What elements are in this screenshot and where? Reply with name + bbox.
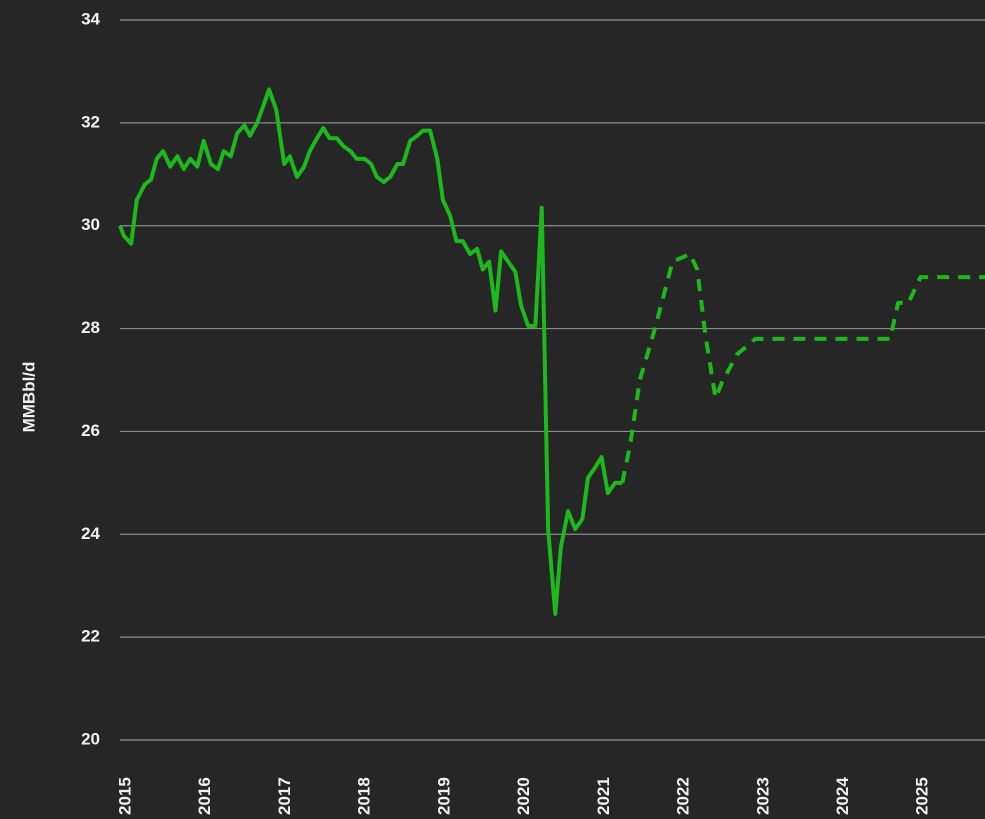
x-tick-label: 2022 [674,777,693,815]
x-tick-label: 2025 [913,777,932,815]
x-tick-label: 2018 [355,777,374,815]
data-line [118,87,623,616]
data-line [620,252,985,484]
x-tick-label: 2016 [195,777,214,815]
x-tick-label: 2023 [753,777,772,815]
x-tick-label: 2019 [434,777,453,815]
y-tick-label: 34 [81,9,100,28]
x-tick-label: 2017 [275,777,294,815]
y-tick-label: 28 [81,318,100,337]
y-tick-label: 30 [81,215,100,234]
y-tick-label: 22 [81,627,100,646]
x-tick-label: 2020 [514,777,533,815]
y-tick-label: 24 [81,524,100,543]
x-tick-label: 2015 [115,777,134,815]
y-axis-label: MMBbl/d [19,362,38,433]
y-tick-label: 20 [81,729,100,748]
x-tick-label: 2021 [594,777,613,815]
y-tick-label: 26 [81,421,100,440]
x-tick-label: 2024 [833,777,852,815]
y-tick-label: 32 [81,112,100,131]
